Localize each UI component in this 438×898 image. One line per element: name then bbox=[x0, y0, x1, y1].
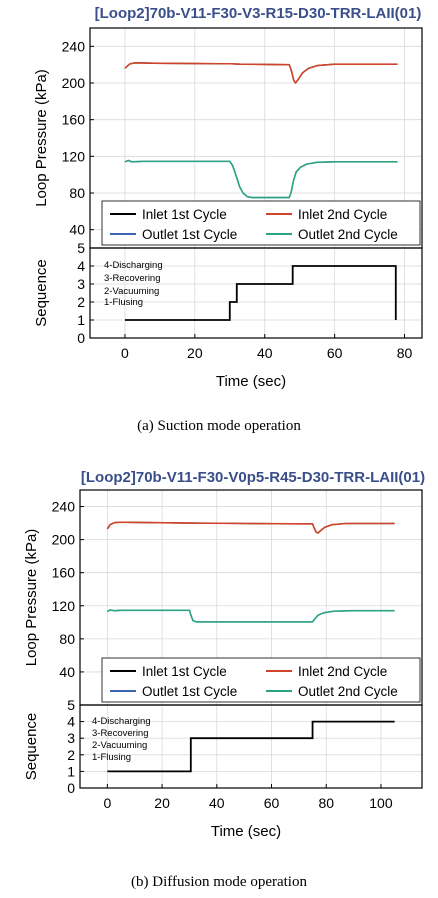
sequence-annotation: 2-Vacuuming bbox=[92, 740, 147, 751]
sequence-panel: 0123454-Discharging3-Recovering2-Vacuumi… bbox=[23, 697, 423, 811]
pressure-panel: 40 80 120 160 200 240 Loop Pressure (kPa) Inlet… bbox=[33, 27, 423, 249]
y-axis-label: Sequence bbox=[23, 713, 40, 781]
sequence-annotation: 2-Vacuuming bbox=[104, 286, 159, 297]
series-line-inlet-1st-cycle bbox=[124, 62, 398, 84]
legend-entry: Inlet 1st Cycle bbox=[142, 207, 227, 222]
y-tick-label: 3 bbox=[67, 730, 75, 746]
legend: Inlet 1st Cycle Inlet 2nd Cycle Outlet 1st… bbox=[101, 657, 421, 703]
legend-entry: Outlet 2nd Cycle bbox=[298, 684, 398, 699]
y-tick-label: 0 bbox=[67, 780, 75, 796]
x-tick-label: 40 bbox=[209, 795, 225, 811]
figure-caption: (b) Diffusion mode operation bbox=[131, 874, 307, 890]
x-tick-label: 40 bbox=[257, 345, 273, 361]
sequence-line bbox=[124, 265, 397, 321]
y-tick-label: 40 bbox=[59, 664, 75, 680]
x-tick-label: 0 bbox=[121, 345, 129, 361]
y-tick-label: 0 bbox=[77, 330, 85, 346]
x-tick-label: 20 bbox=[154, 795, 170, 811]
y-axis-label: Loop Pressure (kPa) bbox=[33, 69, 50, 207]
legend: Inlet 1st Cycle Inlet 2nd Cycle Outlet 1st… bbox=[101, 200, 421, 246]
sequence-annotation: 3-Recovering bbox=[104, 273, 161, 284]
series-line-inlet-2nd-cycle bbox=[106, 521, 395, 534]
chart-diffusion: [Loop2]70b-V11-F30-V0p5-R45-D30-TRR-LAII… bbox=[23, 469, 425, 890]
chart-suction: [Loop2]70b-V11-F30-V3-R15-D30-TRR-LAII(0… bbox=[33, 5, 423, 434]
y-tick-label: 4 bbox=[67, 714, 75, 730]
y-tick-label: 160 bbox=[52, 565, 76, 581]
chart-title: [Loop2]70b-V11-F30-V3-R15-D30-TRR-LAII(0… bbox=[95, 5, 422, 22]
legend-entry: Outlet 1st Cycle bbox=[142, 684, 237, 699]
legend-entry: Inlet 2nd Cycle bbox=[298, 207, 387, 222]
y-tick-label: 5 bbox=[67, 697, 75, 713]
y-axis-label: Loop Pressure (kPa) bbox=[23, 529, 40, 667]
y-tick-label: 200 bbox=[52, 532, 76, 548]
x-tick-label: 20 bbox=[187, 345, 203, 361]
y-tick-label: 240 bbox=[62, 38, 86, 54]
x-tick-label: 0 bbox=[103, 795, 111, 811]
x-tick-label: 80 bbox=[318, 795, 334, 811]
sequence-frame bbox=[79, 704, 423, 789]
y-tick-label: 40 bbox=[69, 222, 85, 238]
figure-caption: (a) Suction mode operation bbox=[137, 418, 301, 434]
legend-box bbox=[101, 657, 421, 703]
x-axis-label: Time (sec) bbox=[216, 373, 286, 390]
y-tick-label: 120 bbox=[62, 148, 86, 164]
sequence-annotation: 4-Discharging bbox=[92, 716, 151, 727]
legend-box bbox=[101, 200, 421, 246]
series-line-outlet-2nd-cycle bbox=[124, 159, 398, 199]
sequence-panel: 0 1 2 3 4 5 4-Discharging 3-Recovering 2-Vacuumi… bbox=[33, 240, 423, 361]
sequence-line bbox=[107, 720, 395, 773]
sequence-annotation: 4-Discharging bbox=[104, 260, 163, 271]
chart-title: [Loop2]70b-V11-F30-V0p5-R45-D30-TRR-LAII… bbox=[81, 469, 425, 486]
legend-entry: Inlet 2nd Cycle bbox=[298, 664, 387, 679]
y-tick-label: 120 bbox=[52, 598, 76, 614]
series-line-outlet-1st-cycle bbox=[107, 609, 395, 623]
legend-entry: Outlet 1st Cycle bbox=[142, 227, 237, 242]
series-line-outlet-2nd-cycle bbox=[106, 609, 395, 623]
x-axis-label: Time (sec) bbox=[211, 823, 281, 840]
y-tick-label: 1 bbox=[77, 312, 85, 328]
sequence-annotation: 1-Flusing bbox=[92, 752, 131, 763]
y-tick-label: 3 bbox=[77, 276, 85, 292]
series-line-outlet-1st-cycle bbox=[124, 159, 398, 199]
series-line-inlet-2nd-cycle bbox=[124, 62, 398, 84]
legend-entry: Inlet 1st Cycle bbox=[142, 664, 227, 679]
legend-entry: Outlet 2nd Cycle bbox=[298, 227, 398, 242]
x-tick-label: 60 bbox=[327, 345, 343, 361]
y-tick-label: 5 bbox=[77, 240, 85, 256]
y-axis-label: Sequence bbox=[33, 259, 50, 327]
y-tick-label: 2 bbox=[77, 294, 85, 310]
y-tick-label: 80 bbox=[69, 185, 85, 201]
sequence-annotation: 1-Flusing bbox=[104, 297, 143, 308]
x-tick-label: 80 bbox=[397, 345, 413, 361]
y-tick-label: 1 bbox=[67, 763, 75, 779]
x-tick-label: 100 bbox=[369, 795, 393, 811]
y-tick-label: 4 bbox=[77, 258, 85, 274]
pressure-panel: 40 80 120 160 200 240 Loop Pressure (kPa) Inlet… bbox=[23, 489, 423, 706]
x-tick-label: 60 bbox=[264, 795, 280, 811]
y-tick-label: 160 bbox=[62, 112, 86, 128]
y-tick-label: 240 bbox=[52, 499, 76, 515]
y-tick-label: 200 bbox=[62, 75, 86, 91]
sequence-annotation: 3-Recovering bbox=[92, 728, 149, 739]
sequence-frame bbox=[89, 247, 423, 339]
y-tick-label: 80 bbox=[59, 631, 75, 647]
y-tick-label: 2 bbox=[67, 747, 75, 763]
